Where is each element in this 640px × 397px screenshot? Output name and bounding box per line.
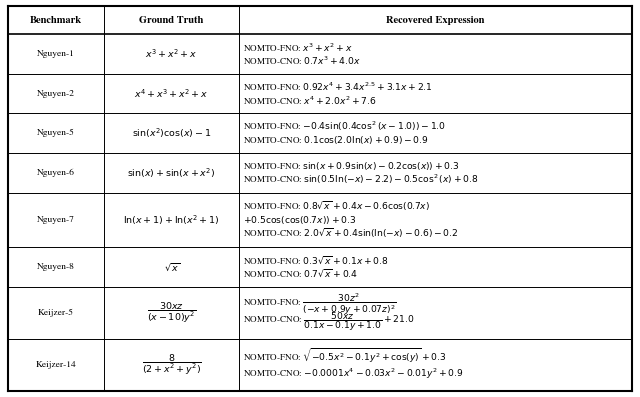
Text: $x^3+x^2+x$: $x^3+x^2+x$ xyxy=(145,48,198,60)
Text: Benchmark: Benchmark xyxy=(30,16,82,25)
Text: NOMTO-CNO: $0.7x^3+4.0x$: NOMTO-CNO: $0.7x^3+4.0x$ xyxy=(243,54,360,67)
Text: $\sin(x^2)\cos(x)-1$: $\sin(x^2)\cos(x)-1$ xyxy=(132,127,211,140)
Text: Nguyen-2: Nguyen-2 xyxy=(37,90,75,98)
Text: NOMTO-FNO: $x^3+x^2+x$: NOMTO-FNO: $x^3+x^2+x$ xyxy=(243,41,352,54)
Text: Ground Truth: Ground Truth xyxy=(140,16,204,25)
Text: Nguyen-1: Nguyen-1 xyxy=(37,50,75,58)
Text: Recovered Expression: Recovered Expression xyxy=(387,16,484,25)
Text: NOMTO-CNO: $-0.0001x^4-0.03x^2-0.01y^2+0.9$: NOMTO-CNO: $-0.0001x^4-0.03x^2-0.01y^2+0… xyxy=(243,366,463,381)
Text: Nguyen-8: Nguyen-8 xyxy=(37,263,75,271)
Text: Nguyen-5: Nguyen-5 xyxy=(37,129,75,137)
Text: $\dfrac{8}{(2+x^2+y^2)}$: $\dfrac{8}{(2+x^2+y^2)}$ xyxy=(141,353,202,377)
Text: NOMTO-FNO: $0.8\sqrt{x}+0.4x-0.6\cos(0.7x)$: NOMTO-FNO: $0.8\sqrt{x}+0.4x-0.6\cos(0.7… xyxy=(243,199,429,213)
Text: Keijzer-5: Keijzer-5 xyxy=(38,308,74,317)
Text: NOMTO-CNO: $\dfrac{50xz}{0.1x-0.1y+1.0}+21.0$: NOMTO-CNO: $\dfrac{50xz}{0.1x-0.1y+1.0}+… xyxy=(243,310,414,333)
Text: NOMTO-CNO: $x^4+2.0x^2+7.6$: NOMTO-CNO: $x^4+2.0x^2+7.6$ xyxy=(243,94,376,106)
Text: NOMTO-FNO: $-0.4\sin(0.4\cos^2(x-1.0))-1.0$: NOMTO-FNO: $-0.4\sin(0.4\cos^2(x-1.0))-1… xyxy=(243,120,445,133)
Text: NOMTO-CNO: $0.1\cos(2.0\ln(x)+0.9)-0.9$: NOMTO-CNO: $0.1\cos(2.0\ln(x)+0.9)-0.9$ xyxy=(243,134,428,146)
Text: NOMTO-FNO: $\dfrac{30z^2}{(-x+0.9y+0.07z)^2}$: NOMTO-FNO: $\dfrac{30z^2}{(-x+0.9y+0.07z… xyxy=(243,291,396,317)
Text: $\sqrt{x}$: $\sqrt{x}$ xyxy=(164,261,180,273)
Text: NOMTO-FNO: $\sin(x+0.9\sin(x)-0.2\cos(x))+0.3$: NOMTO-FNO: $\sin(x+0.9\sin(x)-0.2\cos(x)… xyxy=(243,160,459,172)
Text: NOMTO-CNO: $\sin(0.5\ln(-x)-2.2)-0.5\cos^2(x)+0.8$: NOMTO-CNO: $\sin(0.5\ln(-x)-2.2)-0.5\cos… xyxy=(243,173,477,186)
Text: Nguyen-6: Nguyen-6 xyxy=(37,169,75,177)
Text: NOMTO-FNO: $0.92x^4+3.4x^{2.5}+3.1x+2.1$: NOMTO-FNO: $0.92x^4+3.4x^{2.5}+3.1x+2.1$ xyxy=(243,81,433,93)
Text: NOMTO-FNO: $\sqrt{-0.5x^2-0.1y^2+\cos(y)}+0.3$: NOMTO-FNO: $\sqrt{-0.5x^2-0.1y^2+\cos(y)… xyxy=(243,347,446,366)
Text: $\dfrac{30xz}{(x-10)y^2}$: $\dfrac{30xz}{(x-10)y^2}$ xyxy=(147,301,196,325)
Text: $\ln(x+1)+\ln(x^2+1)$: $\ln(x+1)+\ln(x^2+1)$ xyxy=(124,213,220,227)
Text: NOMTO-CNO: $2.0\sqrt{x}+0.4\sin(\ln(-x)-0.6)-0.2$: NOMTO-CNO: $2.0\sqrt{x}+0.4\sin(\ln(-x)-… xyxy=(243,227,458,240)
Text: Nguyen-7: Nguyen-7 xyxy=(37,216,75,224)
Text: NOMTO-FNO: $0.3\sqrt{x}+0.1x+0.8$: NOMTO-FNO: $0.3\sqrt{x}+0.1x+0.8$ xyxy=(243,254,388,266)
Text: Keijzer-14: Keijzer-14 xyxy=(36,361,76,369)
Text: $\sin(x)+\sin(x+x^2)$: $\sin(x)+\sin(x+x^2)$ xyxy=(127,166,216,179)
Text: $+0.5\cos(\cos(0.7x))+0.3$: $+0.5\cos(\cos(0.7x))+0.3$ xyxy=(243,214,356,226)
Text: NOMTO-CNO: $0.7\sqrt{x}+0.4$: NOMTO-CNO: $0.7\sqrt{x}+0.4$ xyxy=(243,268,358,279)
Text: $x^4+x^3+x^2+x$: $x^4+x^3+x^2+x$ xyxy=(134,87,209,100)
